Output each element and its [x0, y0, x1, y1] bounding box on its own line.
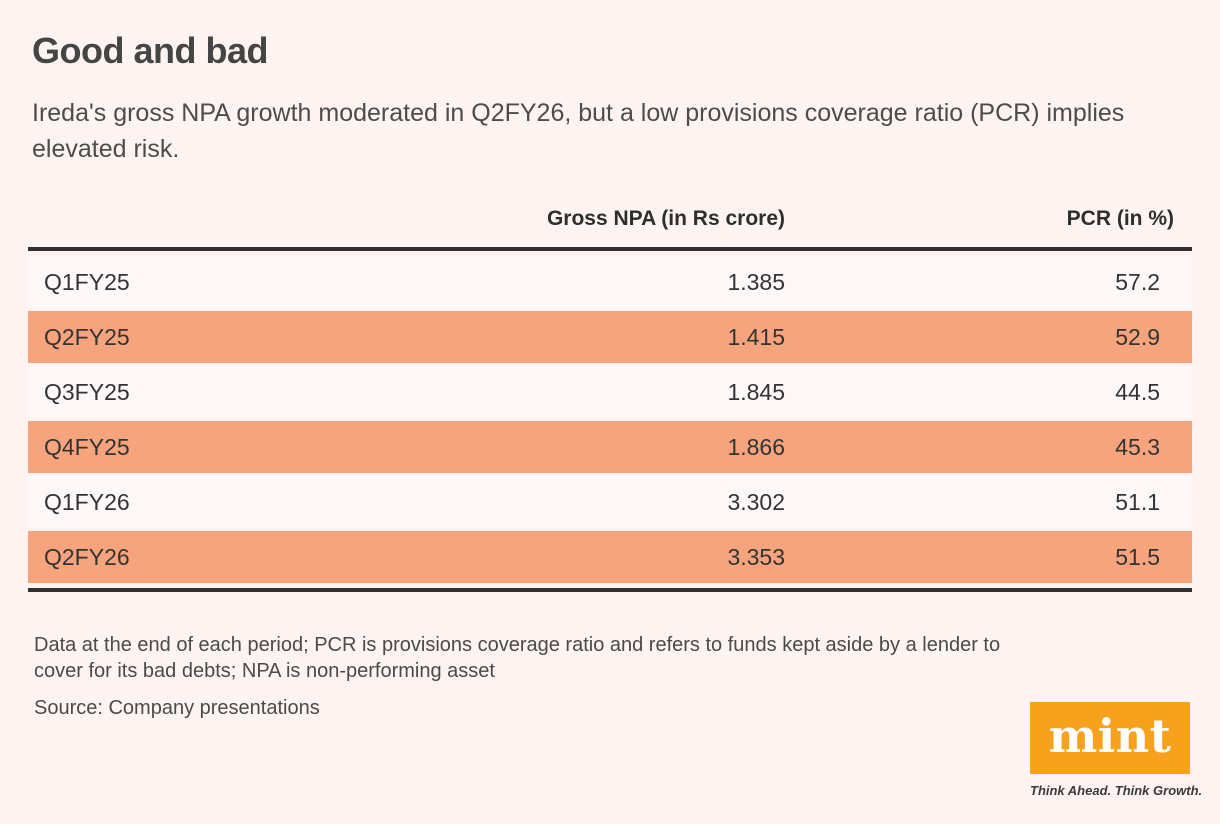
period-label: Q2FY25	[44, 323, 130, 350]
pcr-value: 51.1	[1115, 488, 1160, 515]
chart-subtitle: Ireda's gross NPA growth moderated in Q2…	[32, 99, 1125, 163]
page-title: Good and bad	[32, 30, 268, 71]
period-label: Q2FY26	[44, 543, 130, 570]
table-body: Q1FY25 1.385 57.2 Q2FY25 1.415 52.9 Q3FY…	[28, 247, 1192, 592]
chart-footnote: Data at the end of each period; PCR is p…	[34, 634, 1001, 683]
data-table: Gross NPA (in Rs crore) PCR (in %) Q1FY2…	[28, 207, 1192, 592]
period-label: Q4FY25	[44, 433, 130, 460]
gross-npa-value: 1.385	[727, 268, 785, 295]
pcr-value: 51.5	[1115, 543, 1160, 570]
column-header-gross-npa: Gross NPA (in Rs crore)	[546, 207, 785, 230]
table-row: Q3FY25 1.845 44.5	[28, 366, 1192, 418]
period-label: Q3FY25	[44, 378, 130, 405]
table-row: Q1FY26 3.302 51.1	[28, 476, 1192, 528]
mint-tagline: Think Ahead. Think Growth.	[1030, 783, 1203, 798]
period-label: Q1FY26	[44, 488, 130, 515]
pcr-value: 57.2	[1115, 268, 1160, 295]
pcr-value: 44.5	[1115, 378, 1160, 405]
table-row: Q2FY26 3.353 51.5	[28, 531, 1192, 583]
table-header-row: Gross NPA (in Rs crore) PCR (in %)	[28, 207, 1192, 247]
pcr-value: 52.9	[1115, 323, 1160, 350]
table-row: Q4FY25 1.866 45.3	[28, 421, 1192, 473]
infographic-canvas: Good and bad Ireda's gross NPA growth mo…	[0, 30, 1220, 824]
column-header-pcr: PCR (in %)	[1066, 207, 1174, 230]
table-row: Q2FY25 1.415 52.9	[28, 311, 1192, 363]
gross-npa-value: 1.415	[727, 323, 785, 350]
period-label: Q1FY25	[44, 268, 130, 295]
gross-npa-value: 1.866	[727, 433, 785, 460]
gross-npa-value: 3.353	[727, 543, 785, 570]
source-line: Source: Company presentations	[34, 696, 320, 719]
gross-npa-value: 3.302	[727, 488, 785, 515]
mint-logo: mint	[1030, 702, 1190, 774]
pcr-value: 45.3	[1115, 433, 1160, 460]
table-row: Q1FY25 1.385 57.2	[28, 256, 1192, 308]
mint-logo-wordmark: mint	[1048, 709, 1172, 763]
mint-brand-block: mint Think Ahead. Think Growth.	[1030, 702, 1203, 798]
gross-npa-value: 1.845	[727, 378, 785, 405]
